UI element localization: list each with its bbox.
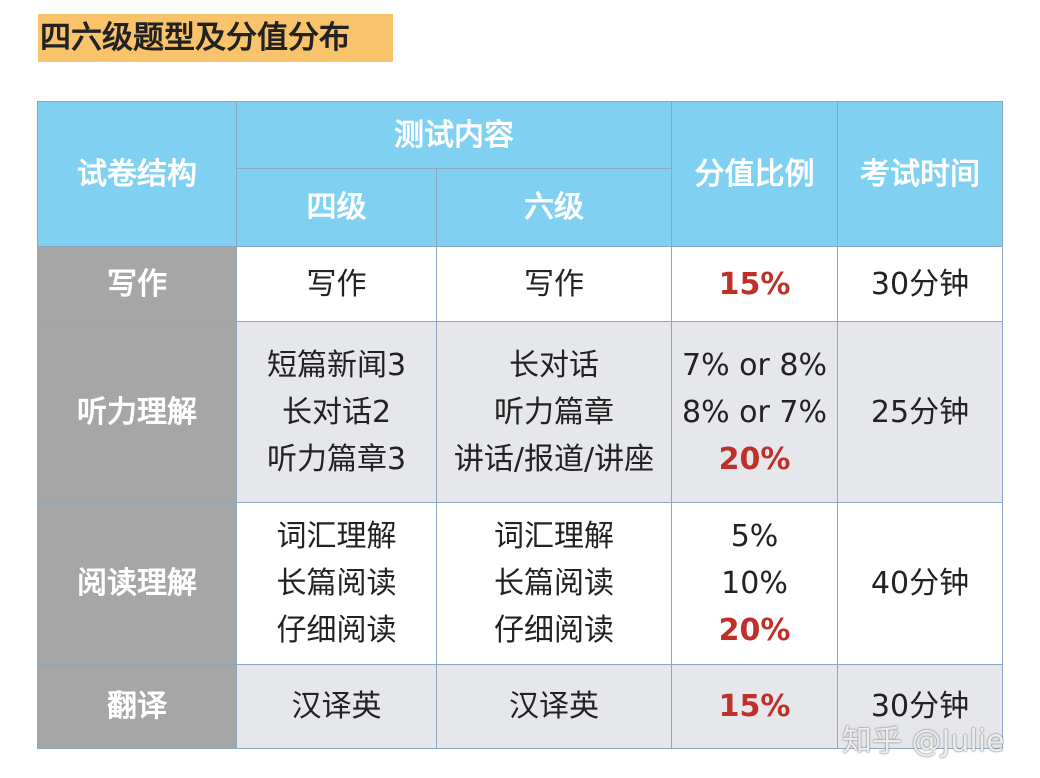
cell-text: 8% or 7% <box>682 394 827 430</box>
cell-text: 听力篇章 <box>494 394 614 430</box>
ratio-cell: 15% <box>671 246 838 322</box>
section-cell: 阅读理解 <box>37 502 237 665</box>
section-cell: 听力理解 <box>37 321 237 503</box>
ratio-cell: 15% <box>671 664 838 749</box>
section-cell: 写作 <box>37 246 237 322</box>
header-cell: 试卷结构 <box>37 101 237 247</box>
cet6-cell: 词汇理解长篇阅读仔细阅读 <box>436 502 672 665</box>
cell-text: 7% or 8% <box>682 347 827 383</box>
cell-text: 短篇新闻3 <box>266 347 407 383</box>
header-cell: 考试时间 <box>837 101 1003 247</box>
cell-text: 写作 <box>107 266 167 302</box>
cell-text: 15% <box>718 689 791 724</box>
cet6-cell: 长对话听力篇章讲话/报道/讲座 <box>436 321 672 503</box>
cell-text: 写作 <box>524 266 584 302</box>
cell-text: 仔细阅读 <box>276 613 397 648</box>
cell-text: 翻译 <box>107 689 167 724</box>
cell-text: 10% <box>721 566 788 601</box>
cell-text: 听力篇章3 <box>266 441 407 477</box>
cet4-cell: 写作 <box>236 246 437 322</box>
time-cell: 30分钟 <box>837 246 1003 322</box>
cell-text: 25分钟 <box>870 394 970 430</box>
section-cell: 翻译 <box>37 664 237 749</box>
cet4-cell: 汉译英 <box>236 664 437 749</box>
cet6-cell: 汉译英 <box>436 664 672 749</box>
cell-text: 汉译英 <box>291 689 382 724</box>
cell-text: 六级 <box>524 190 584 225</box>
ratio-cell: 7% or 8% 8% or 7% 20% <box>671 321 838 503</box>
cell-text: 考试时间 <box>860 156 980 192</box>
cell-text: 讲话/报道/讲座 <box>453 441 655 477</box>
cet6-cell: 写作 <box>436 246 672 322</box>
cell-text: 长篇阅读 <box>276 566 397 601</box>
cell-text: 阅读理解 <box>77 566 197 601</box>
watermark: 知乎 @Julie <box>842 724 1005 759</box>
title: 四六级题型及分值分布 <box>38 14 393 62</box>
cell-text: 40分钟 <box>870 566 970 601</box>
cell-text: 长对话 <box>509 347 599 383</box>
time-cell: 40分钟 <box>837 502 1003 665</box>
cell-text: 汉译英 <box>509 689 599 724</box>
header-cell: 测试内容 <box>236 101 672 169</box>
cet4-cell: 词汇理解长篇阅读仔细阅读 <box>236 502 437 665</box>
cell-text: 四级 <box>306 190 367 225</box>
cell-text: 试卷结构 <box>77 156 197 192</box>
cell-text: 词汇理解 <box>494 519 614 554</box>
cell-text: 听力理解 <box>77 394 197 430</box>
cell-text: 20% <box>718 613 791 648</box>
cell-text: 词汇理解 <box>276 519 397 554</box>
cell-text: 长篇阅读 <box>494 566 614 601</box>
cell-text: 5% <box>730 519 779 554</box>
header-cell: 分值比例 <box>671 101 838 247</box>
time-cell: 25分钟 <box>837 321 1003 503</box>
cet4-cell: 短篇新闻3 长对话2 听力篇章3 <box>236 321 437 503</box>
cell-text: 测试内容 <box>394 117 514 153</box>
cell-text: 15% <box>718 266 791 302</box>
time-cell: 30分钟 <box>837 664 1003 749</box>
cell-text: 分值比例 <box>694 156 815 192</box>
cell-text: 写作 <box>306 266 367 302</box>
cell-text: 20% <box>718 441 791 477</box>
cell-text: 30分钟 <box>870 689 970 724</box>
header-cell: 四级 <box>236 168 437 247</box>
ratio-cell: 5% 10% 20% <box>671 502 838 665</box>
cell-text: 长对话2 <box>281 394 392 430</box>
cell-text: 仔细阅读 <box>494 613 614 648</box>
cell-text: 30分钟 <box>870 266 970 302</box>
header-cell: 六级 <box>436 168 672 247</box>
